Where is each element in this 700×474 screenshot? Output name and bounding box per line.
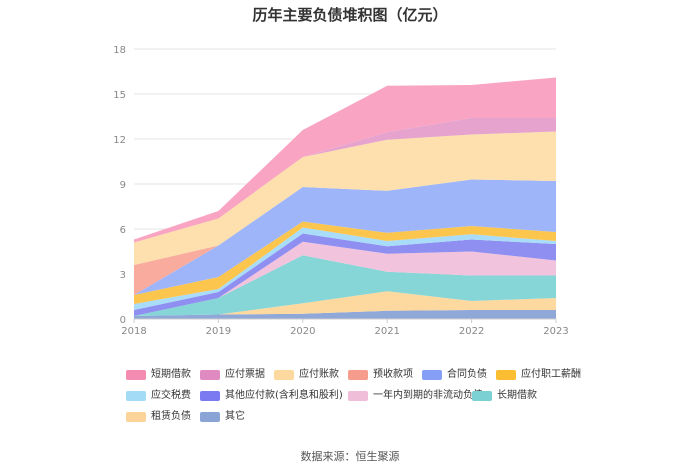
legend-label: 应付职工薪酬 (521, 369, 581, 380)
legend-swatch (200, 412, 220, 422)
legend-swatch (496, 370, 516, 380)
legend-label: 应付票据 (225, 369, 265, 380)
legend-label: 其他应付款(含利息和股利) (225, 390, 343, 401)
area-series (134, 221, 556, 304)
legend-label: 其它 (225, 411, 245, 422)
area-series (134, 118, 556, 243)
legend-label: 应交税费 (151, 390, 191, 401)
legend-label: 短期借款 (151, 369, 191, 380)
area-series (134, 241, 556, 316)
y-tick-label: 6 (120, 225, 126, 236)
legend-swatch (126, 391, 146, 401)
x-tick-label: 2019 (206, 326, 231, 337)
legend-swatch (274, 370, 294, 380)
legend-label: 预收款项 (373, 369, 413, 380)
y-tick-label: 15 (113, 90, 126, 101)
legend-swatch (126, 412, 146, 422)
legend-label: 一年内到期的非流动负债 (373, 390, 483, 401)
legend-label: 租赁负债 (151, 411, 191, 422)
legend-label: 长期借款 (497, 390, 537, 401)
area-series (134, 291, 556, 316)
area-series (134, 255, 556, 316)
area-series (134, 77, 556, 243)
legend-swatch (200, 370, 220, 380)
y-tick-label: 18 (113, 45, 126, 56)
x-tick-label: 2022 (459, 326, 484, 337)
legend-swatch (472, 391, 492, 401)
legend-swatch (422, 370, 442, 380)
x-tick-label: 2018 (121, 326, 146, 337)
area-series (134, 131, 556, 265)
legend-label: 合同负债 (447, 369, 487, 380)
legend-swatch (348, 391, 368, 401)
y-tick-label: 3 (120, 270, 126, 281)
x-tick-label: 2023 (543, 326, 568, 337)
area-series (134, 233, 556, 316)
legend-label: 应付账款 (299, 369, 339, 380)
legend-swatch (200, 391, 220, 401)
chart-title: 历年主要负债堆积图（亿元） (252, 6, 448, 24)
y-tick-label: 12 (113, 135, 126, 146)
data-source-note: 数据来源：恒生聚源 (300, 450, 400, 463)
area-series (134, 179, 556, 295)
y-tick-label: 0 (120, 315, 126, 326)
legend-swatch (126, 370, 146, 380)
legend-swatch (348, 370, 368, 380)
area-series (134, 310, 556, 319)
y-tick-label: 9 (120, 180, 126, 191)
x-tick-label: 2021 (374, 326, 399, 337)
x-tick-label: 2020 (290, 326, 315, 337)
